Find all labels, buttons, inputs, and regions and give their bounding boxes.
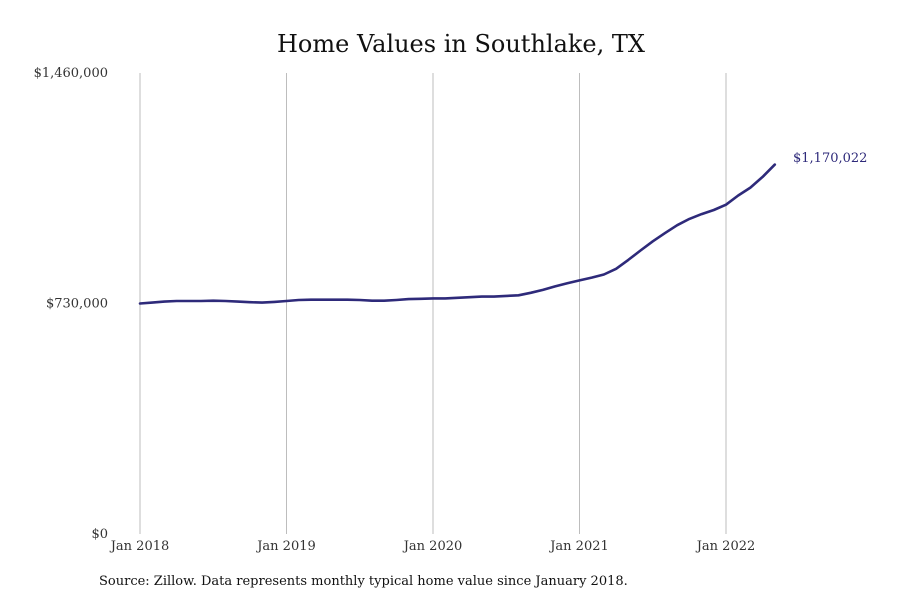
y-axis: $0 $730,000 $1,460,000 [34, 66, 108, 542]
gridlines [139, 73, 727, 534]
x-tick-label: Jan 2019 [255, 539, 316, 554]
x-tick-label: Jan 2022 [695, 539, 756, 554]
y-tick-label: $730,000 [46, 297, 108, 312]
x-tick-label: Jan 2020 [402, 539, 463, 554]
x-tick-label: Jan 2021 [548, 539, 609, 554]
series-line [138, 163, 777, 305]
end-value-label: $1,170,022 [793, 151, 867, 166]
y-tick-label: $1,460,000 [34, 66, 108, 81]
chart-title: Home Values in Southlake, TX [277, 30, 645, 58]
y-tick-label: $0 [91, 527, 108, 542]
x-tick-label: Jan 2018 [109, 539, 170, 554]
x-axis: Jan 2018 Jan 2019 Jan 2020 Jan 2021 Jan 2022 [109, 539, 756, 554]
series-layer [138, 163, 777, 305]
source-note: Source: Zillow. Data represents monthly … [99, 574, 628, 589]
